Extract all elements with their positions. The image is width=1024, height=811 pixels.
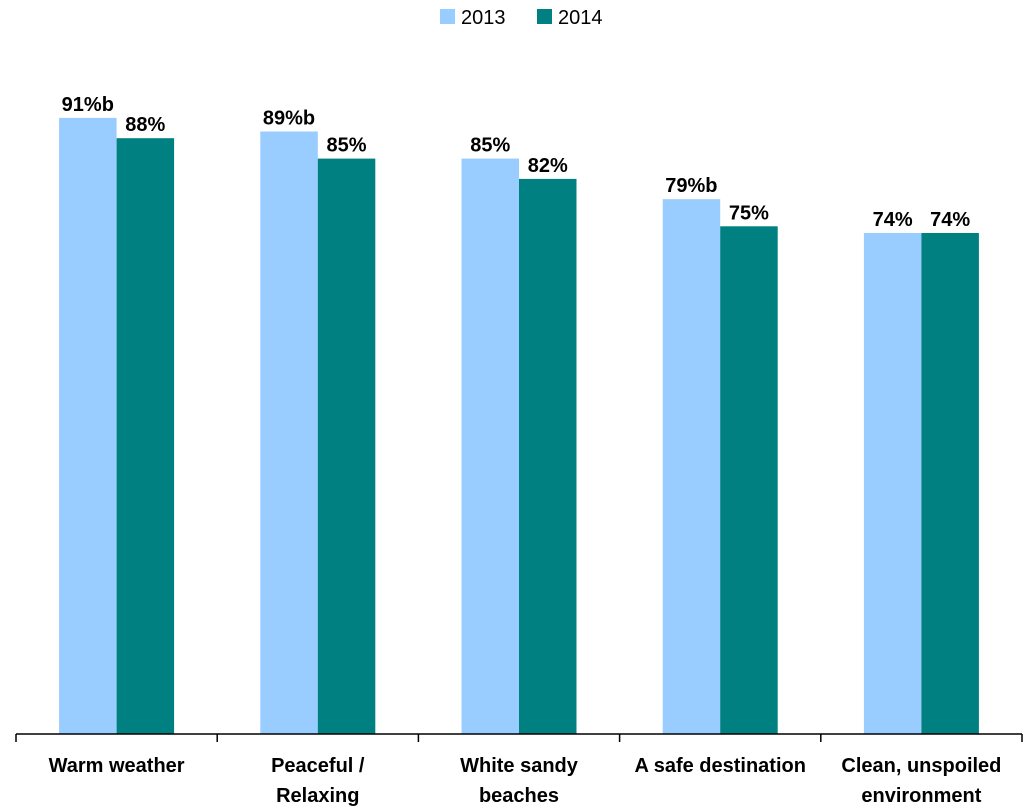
plot-area: 91%b 88% 89%b 85% 85% 82% 79%b 75% 74% 74% <box>59 94 979 735</box>
legend-label-2013: 2013 <box>461 7 506 29</box>
bar-2014-0 <box>116 138 175 734</box>
bar-2014-3 <box>720 226 778 735</box>
legend-swatch-2014 <box>537 9 552 24</box>
bar-2014-4 <box>921 233 979 734</box>
bar-2014-2 <box>519 178 577 734</box>
category-label-4-line-1: environment <box>861 785 981 807</box>
category-label-0-line-0: Warm weather <box>49 755 185 777</box>
data-label-2013-4: 74% <box>873 209 913 231</box>
data-label-2013-3: 79%b <box>665 175 717 197</box>
data-label-2014-0: 88% <box>125 114 165 136</box>
x-axis: Warm weather Peaceful / Relaxing White sand… <box>15 733 1023 807</box>
data-label-2014-2: 82% <box>528 155 568 177</box>
data-label-2014-4: 74% <box>930 209 970 231</box>
bar-2014-1 <box>317 158 376 735</box>
data-label-2013-0: 91%b <box>62 94 114 116</box>
category-label-1-line-0: Peaceful / <box>271 755 365 777</box>
category-label-3-line-0: A safe destination <box>634 755 806 777</box>
data-label-2013-2: 85% <box>470 135 510 157</box>
bar-2013-1 <box>260 131 318 734</box>
legend: 2013 2014 <box>440 7 603 29</box>
bar-2013-4 <box>863 233 922 734</box>
legend-swatch-2013 <box>440 9 455 24</box>
bar-2013-2 <box>461 158 519 735</box>
category-label-2-line-0: White sandy <box>460 755 579 777</box>
category-label-2-line-1: beaches <box>479 785 559 807</box>
legend-label-2014: 2014 <box>558 7 603 29</box>
bar-2013-3 <box>662 199 721 734</box>
data-label-2014-3: 75% <box>729 202 769 224</box>
bar-2013-0 <box>59 117 117 734</box>
data-label-2013-1: 89%b <box>263 108 315 130</box>
data-label-2014-1: 85% <box>326 135 366 157</box>
category-label-4-line-0: Clean, unspoiled <box>841 755 1001 777</box>
category-label-1-line-1: Relaxing <box>276 785 359 807</box>
